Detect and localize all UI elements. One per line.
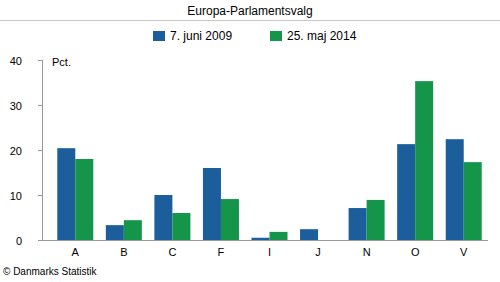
y-axis-line [42, 60, 43, 240]
y-axis-label: Pct. [52, 56, 71, 68]
x-tick-label: I [268, 246, 271, 258]
legend-label: 25. maj 2014 [287, 29, 357, 43]
x-tick-label: N [363, 246, 371, 258]
x-tick-label: V [460, 246, 468, 258]
bar [106, 225, 124, 240]
bar [221, 199, 239, 240]
x-axis-line [42, 240, 488, 241]
bar [300, 229, 318, 240]
source-note: © Danmarks Statistik [3, 266, 98, 277]
y-tick-label: 30 [10, 100, 22, 112]
title: Europa-Parlamentsvalg [187, 4, 312, 18]
x-tick-label: B [120, 246, 127, 258]
x-tick-label: A [72, 246, 80, 258]
bars [57, 81, 481, 240]
bar [446, 139, 464, 240]
x-tick-label: F [218, 246, 225, 258]
legend-swatch [270, 31, 282, 41]
y-tick-label: 0 [16, 235, 22, 247]
title-rule [0, 20, 500, 21]
x-tick-label: O [411, 246, 420, 258]
chart-root: Europa-Parlamentsvalg 7. juni 2009 25. maj… [0, 0, 500, 282]
y-tick-label: 20 [10, 145, 22, 157]
bar [203, 168, 221, 240]
bar [124, 220, 142, 240]
chart: Europa-Parlamentsvalg 7. juni 2009 25. maj… [0, 0, 500, 282]
legend-label: 7. juni 2009 [170, 29, 232, 43]
bar [57, 148, 75, 240]
bar [172, 213, 190, 240]
bar [415, 81, 433, 240]
bar [270, 232, 288, 240]
y-tick [38, 60, 42, 61]
y-tick [38, 150, 42, 151]
bar [397, 144, 415, 240]
bar [349, 208, 367, 240]
y-tick [38, 195, 42, 196]
bar [464, 162, 482, 240]
bar [367, 200, 385, 240]
legend-swatch [153, 31, 165, 41]
x-tick-label: C [168, 246, 176, 258]
y-tick-label: 40 [10, 55, 22, 67]
bar [252, 238, 270, 240]
y-tick-label: 10 [10, 190, 22, 202]
y-tick [38, 240, 42, 241]
x-tick-label: J [315, 246, 321, 258]
bar [154, 195, 172, 240]
bar [75, 159, 93, 240]
y-tick [38, 105, 42, 106]
